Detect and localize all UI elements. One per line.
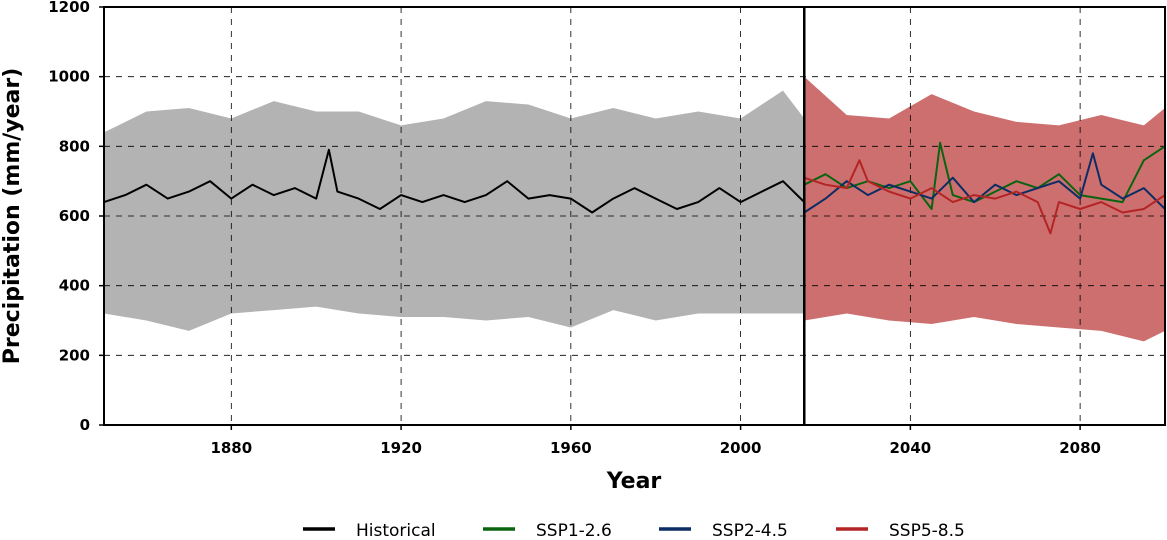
- y-tick-label: 1000: [48, 68, 90, 86]
- x-tick-label: 1880: [210, 439, 252, 457]
- uncertainty-bands: [104, 76, 1165, 342]
- series-line: [103, 148, 806, 214]
- x-tick-label: 2000: [720, 439, 762, 457]
- series-line: [803, 152, 1166, 214]
- x-tick-label: 2040: [889, 439, 931, 457]
- uncertainty-band: [104, 90, 805, 331]
- legend-item: SSP2-4.5: [659, 521, 788, 540]
- series-line: [803, 159, 1166, 235]
- legend-label: SSP2-4.5: [712, 521, 788, 536]
- x-axis-title: Year: [606, 469, 662, 494]
- y-axis-ticks: 0 200 400 600 800 1000 1200: [48, 0, 104, 434]
- y-tick-label: 800: [59, 137, 90, 155]
- legend-label: SSP5-8.5: [889, 521, 965, 536]
- legend: Historical SSP1-2.6 SSP2-4.5 SSP5-8.5: [303, 521, 965, 540]
- x-tick-label: 1920: [380, 439, 422, 457]
- grid-lines: [104, 7, 1165, 425]
- uncertainty-band: [804, 76, 1165, 342]
- legend-item: Historical: [303, 521, 436, 540]
- legend-item: SSP5-8.5: [836, 521, 965, 540]
- y-tick-label: 1200: [48, 0, 90, 16]
- x-tick-label: 1960: [550, 439, 592, 457]
- y-tick-label: 600: [59, 207, 90, 225]
- series-lines: [103, 141, 1166, 235]
- legend-item: SSP1-2.6: [483, 521, 612, 540]
- legend-label: SSP1-2.6: [536, 521, 612, 536]
- y-tick-label: 200: [59, 346, 90, 364]
- y-tick-label: 0: [80, 416, 90, 434]
- x-tick-label: 2080: [1059, 439, 1101, 457]
- y-tick-label: 400: [59, 277, 90, 295]
- x-axis-ticks: 1880 1920 1960 2000 2040 2080: [210, 425, 1101, 457]
- y-axis-title: Precipitation (mm/year): [0, 68, 25, 365]
- legend-label: Historical: [356, 521, 436, 536]
